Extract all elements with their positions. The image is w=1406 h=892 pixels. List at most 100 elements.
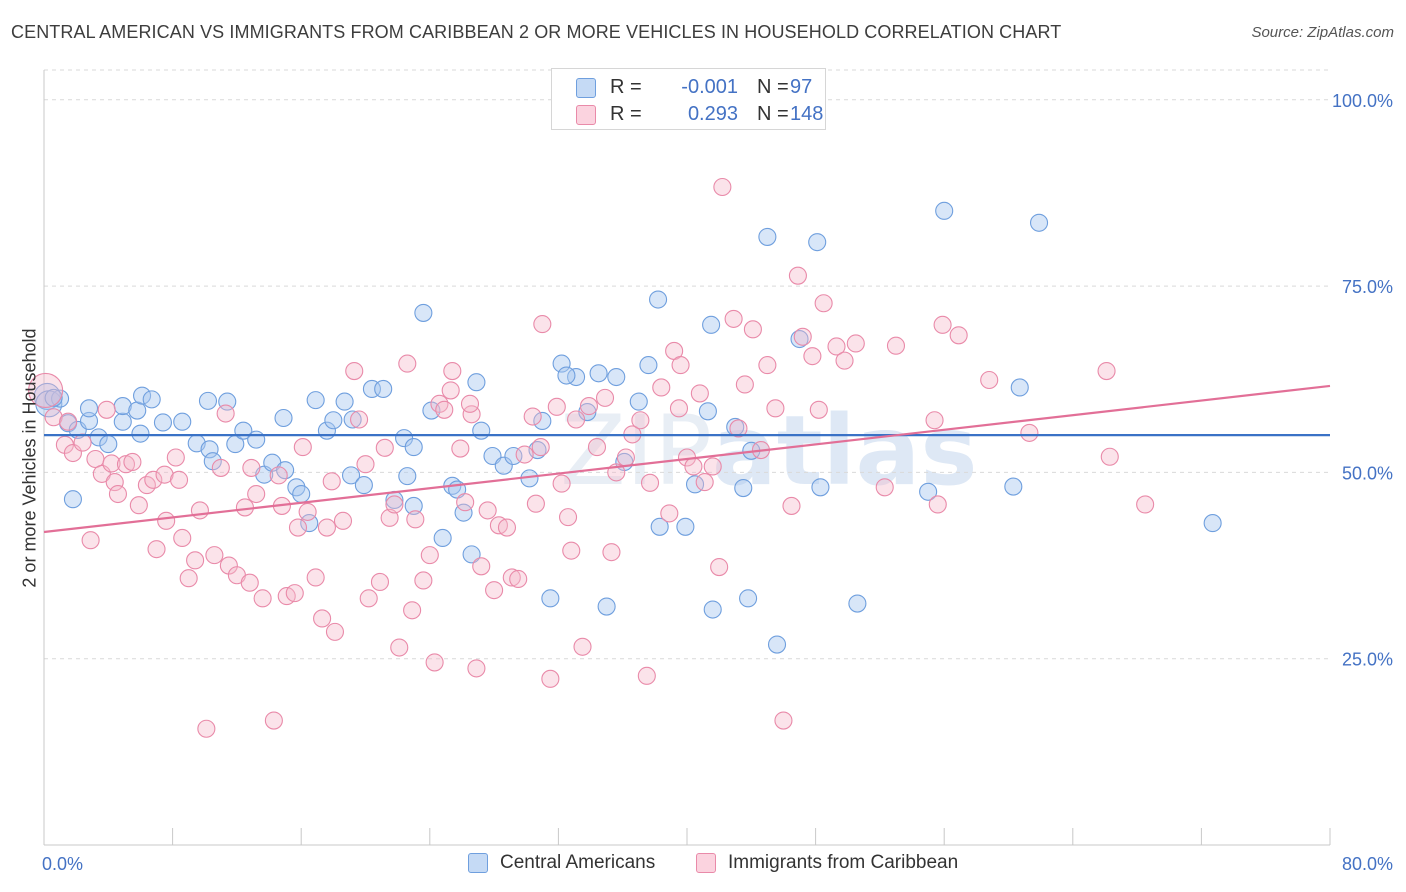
data-point: [1203, 514, 1222, 533]
data-point: [848, 594, 867, 613]
data-point: [650, 517, 669, 536]
data-point: [607, 367, 626, 387]
data-point: [414, 303, 433, 322]
data-point: [710, 557, 729, 577]
data-point: [1010, 378, 1029, 397]
data-point: [515, 445, 534, 464]
data-point: [629, 392, 648, 411]
legend-r-value: -0.001: [681, 76, 738, 98]
data-point: [300, 514, 319, 533]
data-point: [247, 484, 266, 504]
data-point: [774, 711, 793, 730]
watermark: ZIPatlas: [560, 395, 977, 507]
data-point: [814, 294, 833, 313]
data-point: [73, 433, 92, 452]
data-points: [28, 177, 1222, 738]
data-point: [684, 457, 703, 476]
data-point: [79, 399, 99, 418]
data-point: [28, 372, 64, 408]
data-point: [758, 356, 777, 375]
data-point: [875, 478, 894, 497]
data-point: [198, 391, 218, 410]
data-point: [345, 362, 364, 381]
data-point: [472, 557, 491, 576]
data-point: [703, 457, 722, 476]
bottom-legend-label: Central Americans: [500, 852, 656, 873]
data-point: [835, 351, 854, 370]
data-point: [579, 397, 598, 416]
data-point: [531, 438, 550, 457]
data-point: [166, 448, 185, 467]
data-point: [827, 337, 846, 356]
data-point: [433, 528, 452, 548]
data-point: [390, 638, 409, 657]
trend-lines: [43, 384, 1331, 534]
data-point: [322, 472, 341, 491]
data-point: [435, 400, 454, 419]
data-point: [288, 518, 308, 537]
data-point: [240, 573, 259, 592]
data-point: [179, 569, 198, 588]
data-point: [169, 470, 189, 489]
data-point: [803, 347, 822, 366]
data-point: [640, 473, 660, 492]
data-point: [980, 370, 999, 390]
data-point: [703, 600, 722, 619]
data-point: [597, 597, 616, 616]
data-point: [456, 493, 475, 512]
data-point: [676, 517, 695, 536]
data-point: [552, 354, 571, 373]
data-point: [1100, 447, 1119, 466]
data-point: [743, 320, 762, 339]
data-point: [97, 400, 116, 419]
legend-swatch-pink: [576, 105, 596, 125]
data-point: [758, 227, 777, 246]
data-point: [306, 391, 325, 410]
data-point: [108, 484, 127, 504]
data-point: [562, 541, 581, 560]
data-point: [739, 589, 758, 608]
data-point: [443, 362, 462, 381]
legend-swatch-blue: [576, 78, 596, 98]
y-tick-label: 100.0%: [1332, 91, 1393, 111]
data-point: [298, 502, 317, 521]
data-point: [729, 419, 748, 438]
data-point: [173, 412, 192, 431]
data-point: [793, 327, 812, 346]
data-point: [811, 478, 830, 497]
data-point: [79, 411, 99, 431]
legend-n-label: N =: [757, 103, 789, 125]
data-point: [809, 400, 828, 419]
data-point: [578, 402, 597, 422]
data-point: [928, 495, 947, 514]
data-point: [253, 589, 272, 608]
data-point: [767, 635, 787, 654]
data-point: [216, 404, 235, 423]
data-point: [247, 430, 266, 449]
y-tick-label: 25.0%: [1342, 650, 1393, 670]
data-point: [147, 540, 166, 559]
data-point: [472, 421, 491, 440]
trend-line-caribbean: [43, 384, 1331, 534]
data-point: [949, 326, 968, 345]
data-point: [425, 653, 444, 672]
data-point: [155, 465, 174, 484]
data-point: [173, 528, 192, 548]
legend-n-value: 97: [790, 76, 813, 98]
data-point: [504, 446, 523, 466]
data-point: [1004, 477, 1023, 496]
data-point: [190, 501, 209, 520]
data-point: [494, 456, 513, 475]
data-point: [735, 375, 754, 394]
data-point: [886, 336, 906, 355]
data-point: [59, 412, 78, 431]
data-point: [404, 496, 423, 515]
data-point: [356, 455, 375, 474]
data-point: [502, 568, 521, 587]
data-point: [404, 438, 423, 457]
x-tick-label-max: 80.0%: [1342, 854, 1393, 874]
data-point: [142, 390, 161, 409]
bottom-legend-label: Immigrants from Caribbean: [728, 852, 959, 873]
data-point: [324, 411, 343, 430]
data-point: [702, 315, 721, 334]
